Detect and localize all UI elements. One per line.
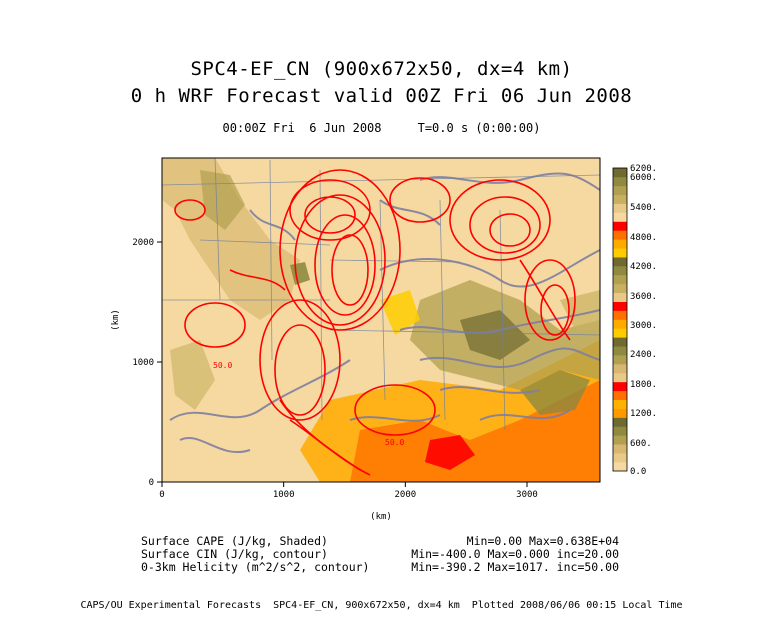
y-axis-label: (km) <box>111 309 121 331</box>
colorbar-swatch <box>613 337 627 347</box>
colorbar-swatch <box>613 310 627 320</box>
cape-shade-sw <box>170 340 215 410</box>
colorbar-tick-label: 2400. <box>630 350 657 360</box>
colorbar-swatch <box>613 417 627 427</box>
chart-subtitle: 0 h WRF Forecast valid 00Z Fri 06 Jun 20… <box>130 85 633 107</box>
cape-shade-max <box>425 435 475 470</box>
colorbar-swatch <box>613 203 627 213</box>
colorbar-swatch <box>613 381 627 392</box>
colorbar-frame <box>612 167 628 472</box>
colorbar-swatch <box>613 328 627 338</box>
colorbar-swatch <box>613 426 627 436</box>
info-stats-cape: Min=0.00 Max=0.638E+04 <box>466 534 619 548</box>
y-tick-label: 1000 <box>132 358 154 368</box>
x-axis-label: (km) <box>370 512 392 522</box>
colorbar-tick-label: 1800. <box>630 380 657 390</box>
chart-title: SPC4-EF_CN (900x672x50, dx=4 km) <box>190 58 573 80</box>
helicity-contours <box>174 169 576 476</box>
colorbar-swatch <box>613 185 627 196</box>
cape-shade-east <box>560 290 600 330</box>
colorbar-swatch <box>613 212 627 222</box>
cape-shade-tn <box>460 310 530 360</box>
map-boundaries <box>162 158 600 431</box>
y-tick-label: 2000 <box>132 238 154 248</box>
info-label-cape: Surface CAPE (J/kg, Shaded) <box>141 534 328 548</box>
colorbar-tick-label: 4200. <box>630 262 657 272</box>
colorbar-swatch <box>613 274 627 285</box>
x-tick-label: 3000 <box>516 490 538 500</box>
cin-contours <box>169 172 600 453</box>
x-tick-label: 0 <box>159 490 164 500</box>
colorbar-tick-label: 600. <box>630 439 652 449</box>
info-stats-helicity: Min=-390.2 Max=1017. inc=50.00 <box>411 560 619 574</box>
cape-shade-gulf-high <box>350 380 600 482</box>
colorbar-swatch <box>613 453 627 463</box>
cape-shade-ozark <box>380 290 420 335</box>
colorbar-tick-label: 3600. <box>630 292 657 302</box>
info-label-cin: Surface CIN (J/kg, contour) <box>141 547 328 561</box>
colorbar-tick-label: 5400. <box>630 203 657 213</box>
colorbar: 0.0 600. 1200. 1800. 2400. 3000. 3600. 4200. 480… <box>612 164 657 477</box>
x-tick-label: 2000 <box>394 490 416 500</box>
colorbar-swatch <box>613 319 627 329</box>
colorbar-swatch <box>613 301 627 311</box>
contour-label: 50.0 <box>385 438 404 447</box>
axes: 0 1000 2000 3000 0 1000 2000 <box>132 238 538 500</box>
colorbar-swatch <box>613 372 627 383</box>
y-tick-label: 0 <box>149 478 154 488</box>
colorbar-swatch <box>613 248 627 258</box>
colorbar-tick-label: 3000. <box>630 321 657 331</box>
colorbar-swatch <box>613 462 627 472</box>
colorbar-swatch <box>613 230 627 240</box>
colorbar-swatch <box>613 390 627 401</box>
colorbar-tick-label: 0.0 <box>630 467 646 477</box>
contour-label: 50.0 <box>213 361 232 370</box>
info-label-helicity: 0-3km Helicity (m^2/s^2, contour) <box>141 560 370 574</box>
colorbar-swatch <box>613 194 627 204</box>
colorbar-swatch <box>613 168 627 178</box>
x-tick-label: 1000 <box>273 490 295 500</box>
valid-time-label: 00:00Z Fri 6 Jun 2008 T=0.0 s (0:00:00) <box>222 121 541 135</box>
cape-shade-rockies <box>200 170 245 230</box>
info-stats-cin: Min=-400.0 Max=0.000 inc=20.00 <box>411 547 619 561</box>
colorbar-swatch <box>613 239 627 249</box>
colorbar-swatch <box>613 346 627 356</box>
colorbar-tick-label: 4800. <box>630 233 657 243</box>
colorbar-tick-label: 1200. <box>630 409 657 419</box>
footer-credit: CAPS/OU Experimental Forecasts SPC4-EF_C… <box>80 600 683 611</box>
colorbar-swatch <box>613 221 627 231</box>
colorbar-swatch <box>613 364 627 374</box>
plot-area: 50.0 50.0 <box>161 157 601 483</box>
colorbar-swatch <box>613 292 627 302</box>
colorbar-tick-label: 6200. <box>630 164 657 174</box>
colorbar-swatch <box>613 176 627 187</box>
colorbar-swatch <box>613 435 627 445</box>
colorbar-swatch <box>613 355 627 365</box>
colorbar-swatch <box>613 266 627 276</box>
colorbar-swatch <box>613 283 627 294</box>
plot-frame <box>161 157 601 483</box>
colorbar-tick-label: 6000. <box>630 173 657 183</box>
colorbar-swatch <box>613 257 627 267</box>
colorbar-swatch <box>613 408 627 418</box>
colorbar-swatch <box>613 399 627 409</box>
colorbar-swatch <box>613 444 627 454</box>
